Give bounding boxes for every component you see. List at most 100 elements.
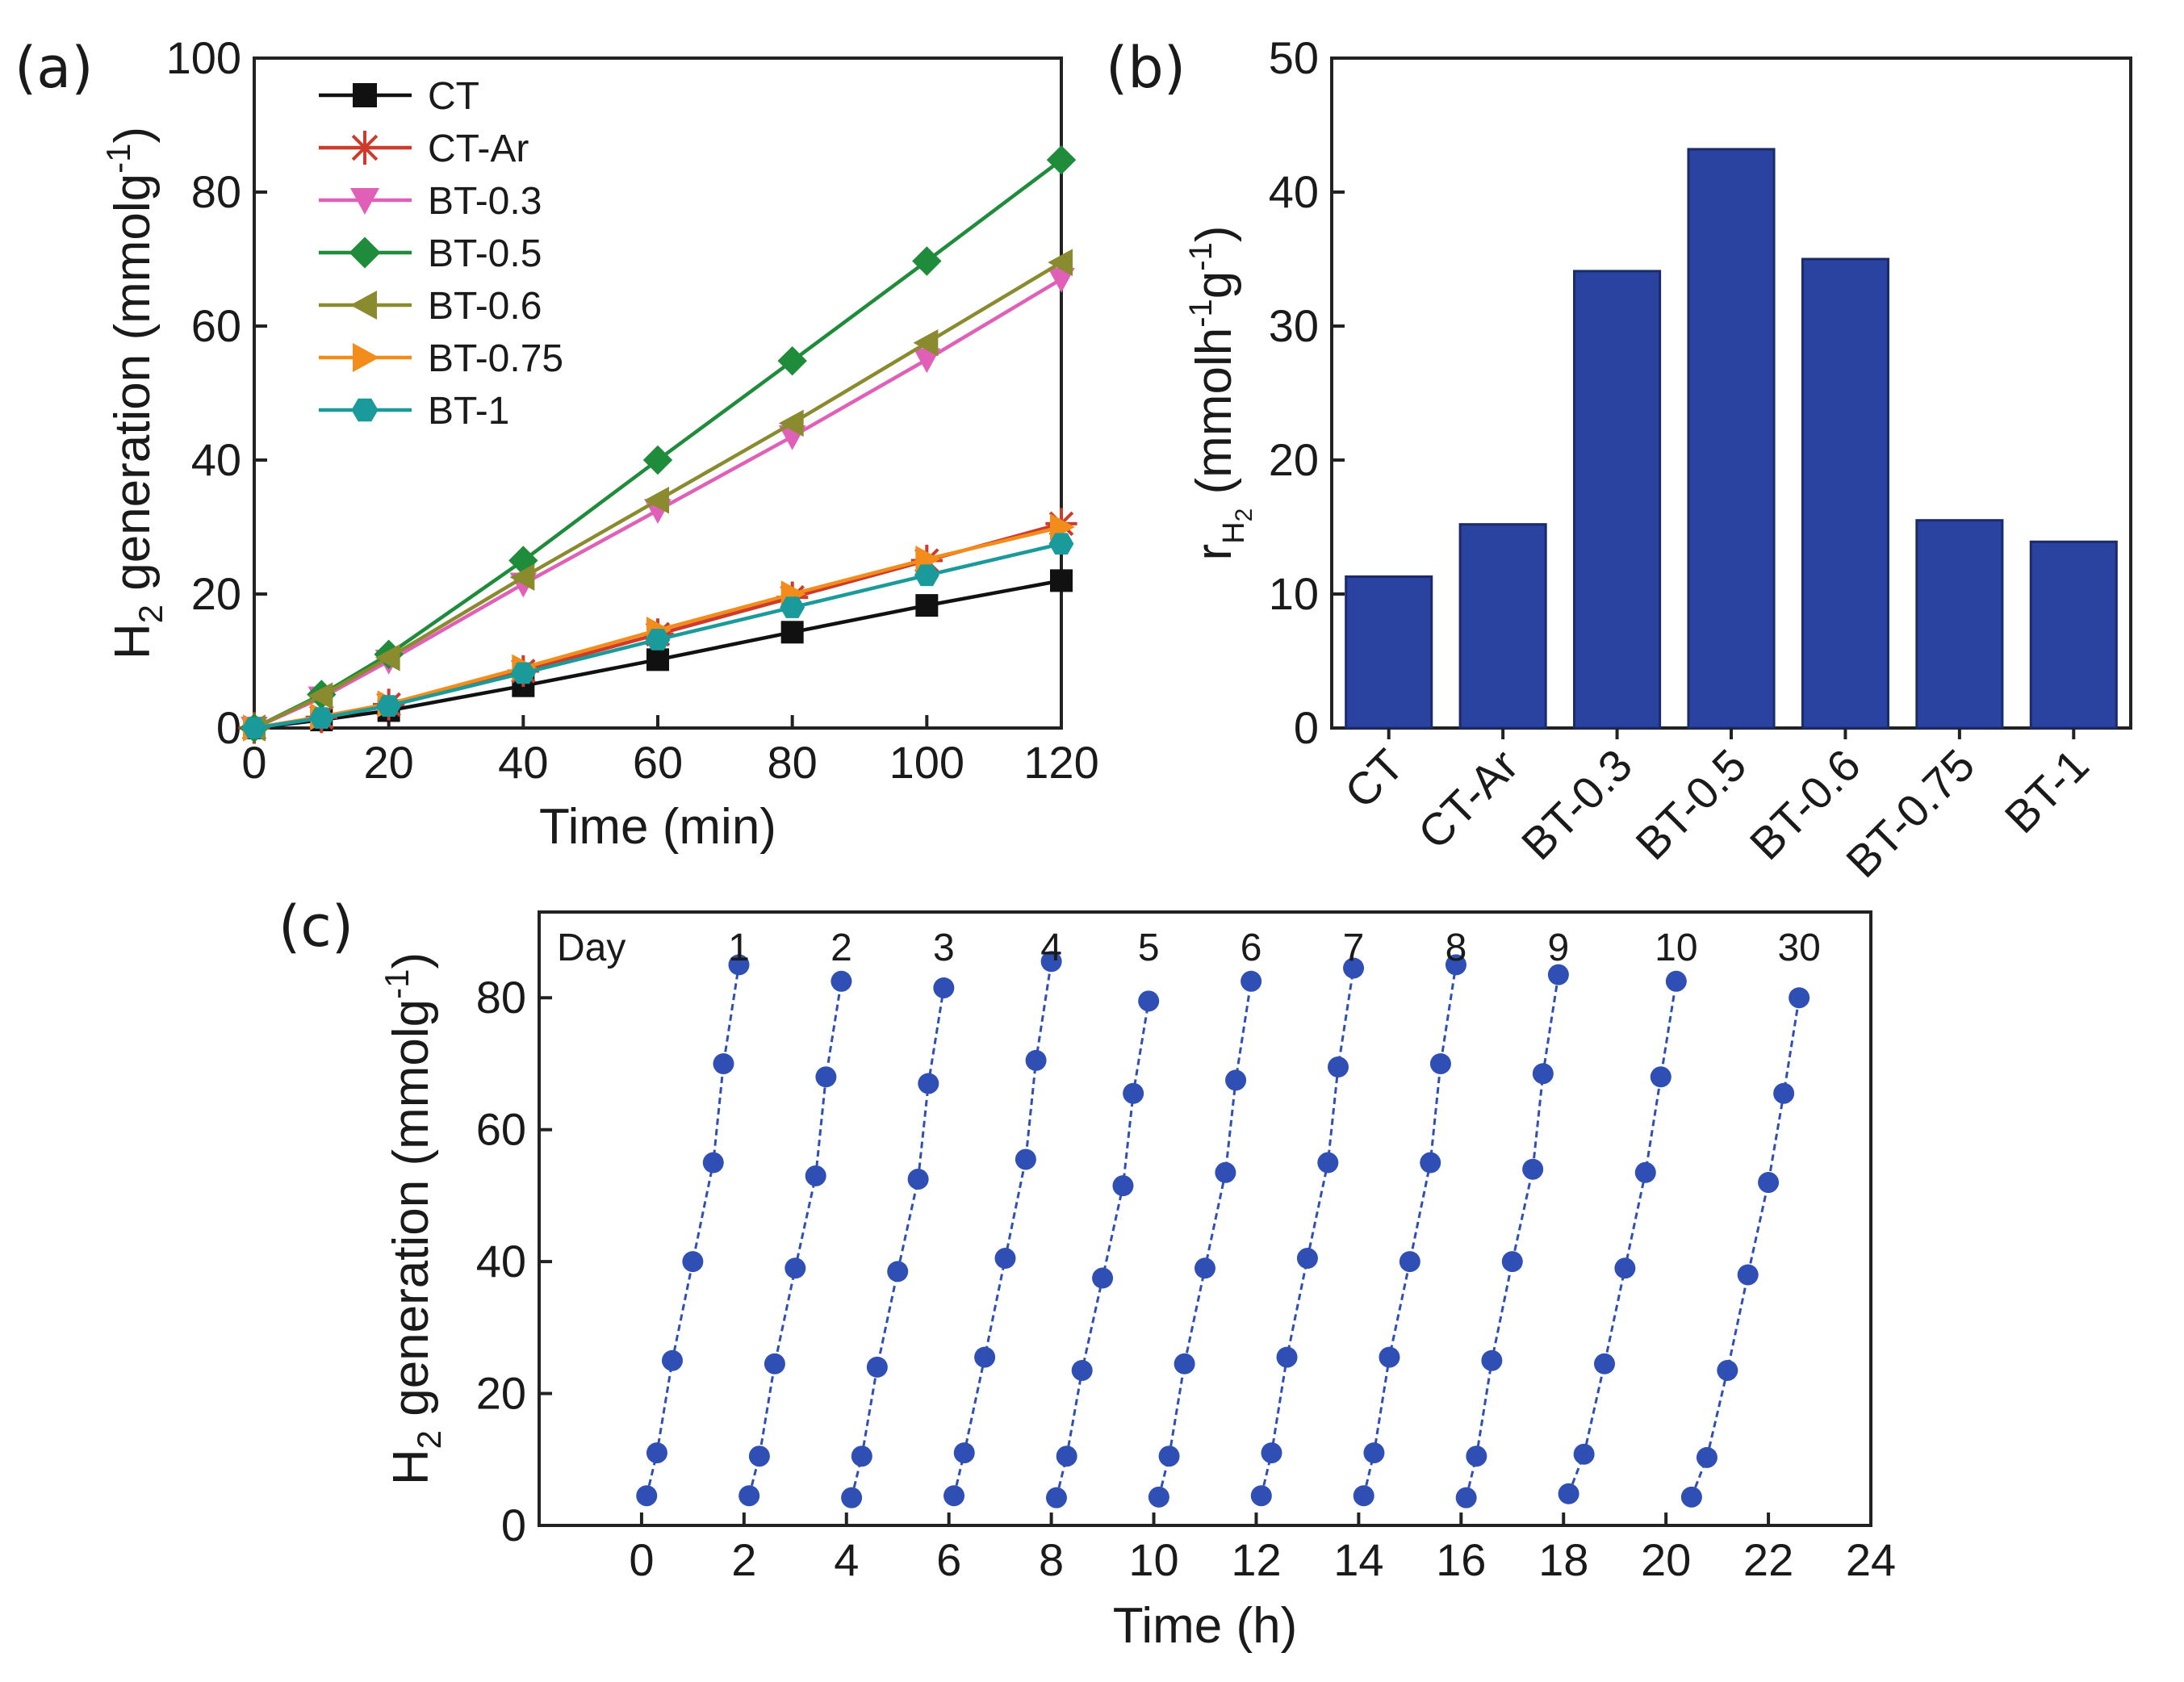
panel-b-label: (b) xyxy=(1106,35,1186,101)
panel-c-day-label: 8 xyxy=(1446,927,1467,969)
panel-a-data-point xyxy=(374,644,400,672)
panel-b-bar xyxy=(1687,148,1776,730)
panel-c-data-point xyxy=(974,1346,996,1368)
panel-a-legend-label: BT-1 xyxy=(428,390,509,433)
panel-c-data-point xyxy=(1112,1175,1134,1197)
panel-c-x-tick-label: 14 xyxy=(1333,1534,1383,1585)
panel-c-x-tick-label: 16 xyxy=(1436,1534,1486,1585)
panel-a-data-point xyxy=(510,662,536,684)
panel-c-day-label: 4 xyxy=(1040,927,1062,969)
panel-a-legend-marker xyxy=(348,131,382,165)
panel-a-series xyxy=(238,144,1077,744)
panel-c-data-point xyxy=(1195,1257,1215,1279)
panel-a-legend-label: CT-Ar xyxy=(428,128,529,170)
panel-a-y-tick-label: 80 xyxy=(191,166,241,217)
panel-b-bar xyxy=(1573,270,1662,730)
panel-a-legend-marker-stroke xyxy=(351,134,379,161)
panel-c-data-point xyxy=(918,1073,939,1094)
panel-c-cycles: 1 2 3 4 5 6 7 8 9 10 30 xyxy=(636,927,1821,1508)
panel-c-data-point xyxy=(1758,1172,1780,1194)
panel-c-data-point xyxy=(713,1052,734,1074)
panel-c-data-point xyxy=(1399,1251,1420,1273)
panel-a-data-point xyxy=(645,629,671,651)
panel-c-cycle-line xyxy=(850,987,945,1499)
panel-b-bar xyxy=(2029,540,2118,730)
panel-c-plot-frame xyxy=(538,910,1872,1527)
panel-a-data-point xyxy=(509,563,535,592)
panel-c-y-tick-label: 60 xyxy=(476,1104,526,1155)
panel-a-data-point xyxy=(1048,249,1073,276)
panel-b-category-label: BT-0.3 xyxy=(1512,739,1642,869)
panel-a-label: (a) xyxy=(15,35,94,101)
panel-c-data-point xyxy=(1250,1485,1272,1507)
panel-a-data-point xyxy=(912,246,942,276)
panel-c-x-tick-label: 24 xyxy=(1846,1534,1896,1585)
panel-a-line-chart: (a) 0 20 40 60 80 100 120 0 20 40 60 80 100 Time (mi… xyxy=(15,32,1099,855)
panel-c-data-point xyxy=(1261,1442,1282,1464)
panel-c-data-point xyxy=(1071,1359,1093,1381)
panel-c-data-point xyxy=(784,1257,806,1279)
panel-a-data-point xyxy=(777,345,807,376)
panel-c-data-point xyxy=(702,1152,724,1174)
panel-c-day-header: Day xyxy=(557,927,625,969)
panel-c-data-point xyxy=(1363,1442,1385,1464)
panel-a-data-point xyxy=(913,328,939,357)
panel-c-y-tick-label: 80 xyxy=(476,972,526,1023)
panel-c-cycle-line xyxy=(1465,974,1560,1499)
panel-b-y-tick-label: 10 xyxy=(1269,568,1319,619)
panel-a-data-point xyxy=(646,648,669,672)
panel-c-data-point xyxy=(866,1356,888,1378)
panel-c-data-point xyxy=(1015,1149,1036,1170)
panel-c-data-point xyxy=(1025,1049,1047,1071)
panel-c-x-tick-label: 22 xyxy=(1743,1534,1793,1585)
panel-c-data-point xyxy=(1532,1063,1554,1085)
panel-c-data-point xyxy=(1138,990,1160,1012)
panel-b-bar xyxy=(1801,257,1889,730)
panel-a-legend-marker xyxy=(353,83,377,107)
panel-a-data-point xyxy=(376,695,402,717)
panel-a-data-point xyxy=(780,621,804,644)
panel-c-data-point xyxy=(1040,951,1062,973)
panel-c-day-label: 3 xyxy=(933,927,955,969)
panel-b-bar xyxy=(1458,523,1547,730)
panel-a-data-point xyxy=(1048,533,1074,555)
panel-c-cycle-line xyxy=(645,964,740,1496)
panel-b-bar xyxy=(1345,575,1433,730)
panel-c-y-axis-label: H2 generation (mmolg-1) xyxy=(378,952,448,1485)
panel-c-x-tick-label: 8 xyxy=(1039,1534,1064,1585)
panel-c-data-point xyxy=(764,1353,785,1374)
panel-a-x-tick-label: 0 xyxy=(241,737,266,788)
panel-c-label: (c) xyxy=(278,893,354,960)
panel-c-data-point xyxy=(1481,1349,1503,1371)
panel-c-x-tick-label: 18 xyxy=(1538,1534,1588,1585)
panel-c-data-point xyxy=(1353,1485,1374,1507)
panel-c-data-point xyxy=(907,1168,929,1190)
panel-a-x-axis-label: Time (min) xyxy=(539,799,776,855)
panel-c-cycle-line xyxy=(1362,964,1458,1496)
panel-c-data-point xyxy=(738,1485,760,1507)
panel-b-y-axis-label: rH2 (mmolh-1g-1) xyxy=(1183,226,1257,561)
panel-c-data-point xyxy=(1092,1267,1114,1289)
panel-c-data-point xyxy=(1343,957,1365,979)
panel-c-data-point xyxy=(1665,970,1687,992)
panel-a-data-point xyxy=(1050,569,1073,592)
panel-c-data-point xyxy=(1056,1446,1077,1467)
panel-c-data-point xyxy=(1737,1264,1759,1286)
panel-c-day-label: 30 xyxy=(1777,927,1820,969)
panel-c-data-point xyxy=(1420,1152,1441,1174)
panel-c-data-point xyxy=(1158,1446,1180,1467)
panel-a-legend-marker xyxy=(351,398,379,422)
panel-c-data-point xyxy=(1276,1346,1298,1368)
panel-c-data-point xyxy=(1773,1082,1795,1104)
panel-c-data-point xyxy=(815,1066,837,1088)
panel-a-data-point xyxy=(308,707,334,729)
panel-a-y-axis-label: H2 generation (mmolg-1) xyxy=(99,127,169,659)
panel-c-data-point xyxy=(1680,1486,1702,1508)
panel-c-data-point xyxy=(748,1446,770,1467)
panel-c-x-tick-label: 2 xyxy=(731,1534,756,1585)
panel-c-data-point xyxy=(1296,1248,1318,1270)
panel-c-data-point xyxy=(831,970,852,992)
panel-c-cycle-line xyxy=(952,961,1053,1496)
panel-b-category-label: BT-0.5 xyxy=(1625,739,1755,869)
